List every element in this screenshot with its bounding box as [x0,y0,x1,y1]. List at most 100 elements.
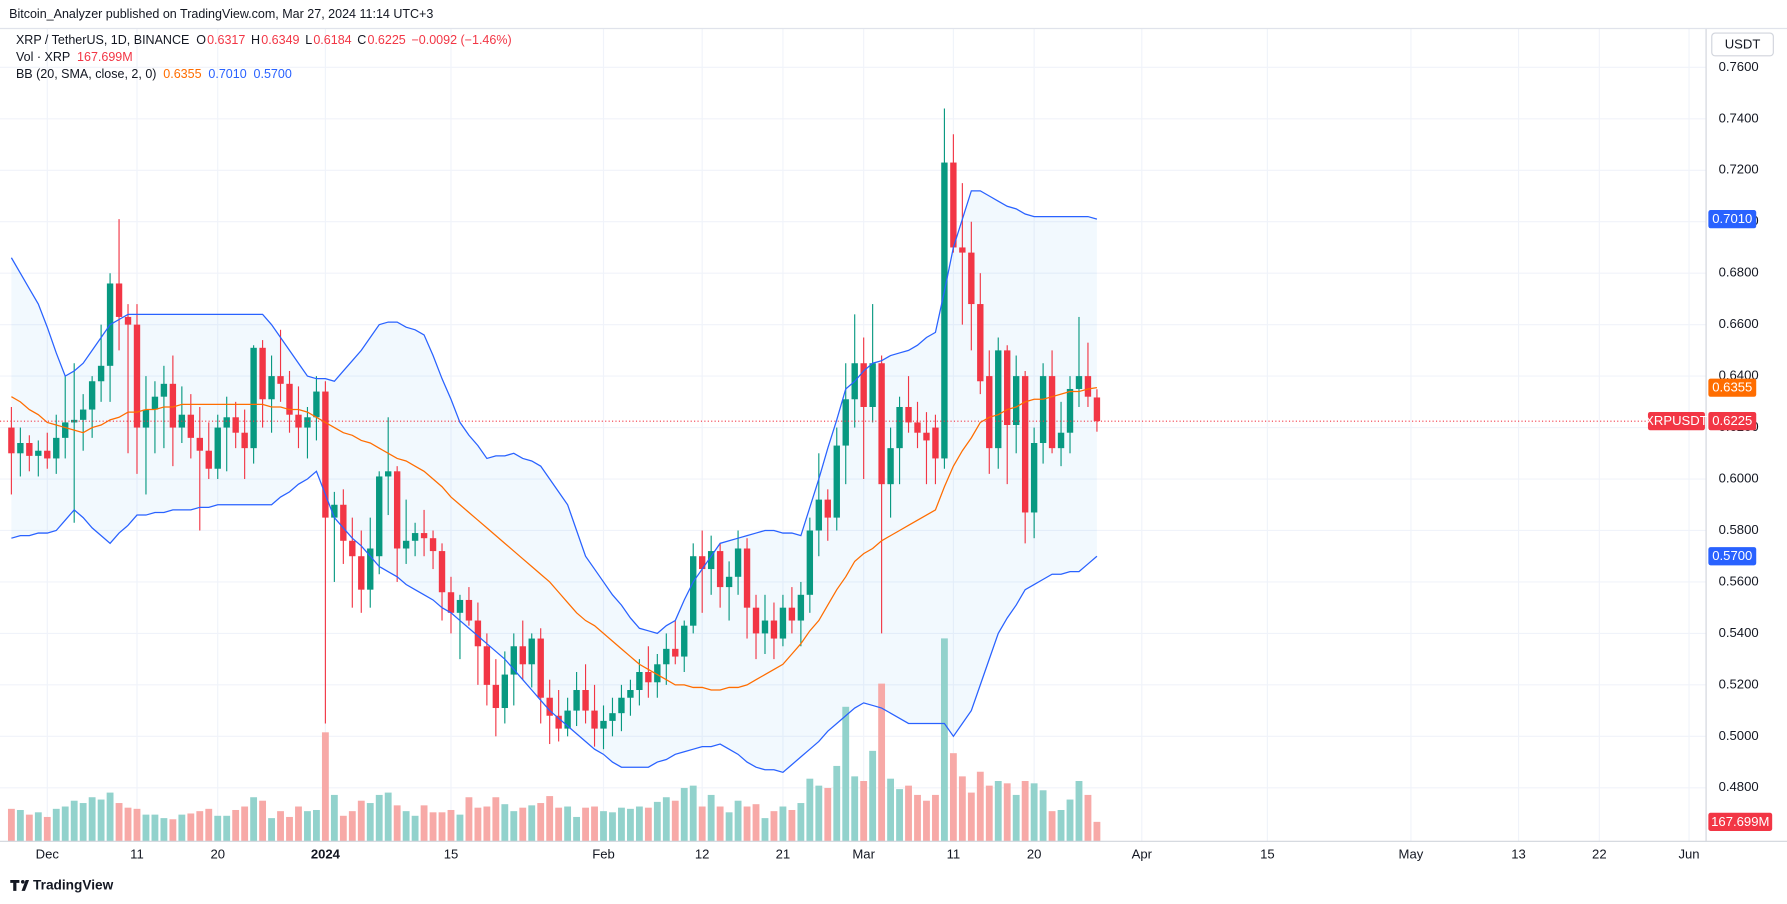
volume-bar [788,809,796,842]
volume-bar [600,811,607,842]
y-tick-label: 0.5000 [1719,728,1759,743]
candle-body [447,592,455,613]
candle-body [690,556,697,626]
volume-bar [411,815,419,842]
candle-body [1030,443,1038,513]
volume-bar [465,797,473,842]
volume-bar [537,803,545,842]
candle-body [393,471,401,549]
candle-body [1004,350,1011,425]
candle-body [1039,376,1047,444]
volume-bar [52,808,60,842]
volume-bar [205,808,213,842]
candle-body [959,247,966,253]
volume-bar [1012,794,1020,842]
volume-bar [725,812,733,842]
candle-body [313,391,320,418]
x-tick-label: 20 [210,846,225,861]
candle-body [277,376,284,384]
candle-body [896,406,903,449]
candle-body [456,599,464,613]
candle-body [196,437,203,451]
candle-body [681,625,688,657]
candle-body [986,376,993,449]
volume-bar [348,811,356,842]
candle-body [44,450,51,459]
volume-bar [115,803,123,842]
bb-title: BB (20, SMA, close, 2, 0) [16,68,156,82]
volume-bar [1039,790,1047,842]
volume-bar [914,794,921,842]
volume-bar [833,765,841,842]
volume-bar [492,797,500,842]
volume-bar [456,814,464,842]
candle-body [869,363,876,407]
volume-bar [752,804,760,842]
volume-bar [1003,783,1011,842]
candle-body [663,648,670,665]
candle-body [537,638,544,698]
candle-body [707,551,715,570]
volume-bar [124,807,132,842]
x-tick-label: 2024 [311,846,341,861]
volume-title: Vol · XRP [16,50,70,64]
y-tick-label: 0.6800 [1719,265,1759,280]
ohlc-label: O [196,33,206,47]
candle-body [250,347,257,449]
volume-bar [25,814,33,842]
volume-bar [402,811,410,842]
candle-body [1048,376,1056,449]
candle-body [223,417,230,428]
ohlc-label: C [357,33,366,47]
volume-bar [698,806,706,842]
candle-body [806,530,814,595]
basis-tag-bg [1708,378,1757,397]
volume-bar [860,781,868,842]
candle-body [878,363,885,485]
volume-bar [994,781,1002,842]
volume-bar [779,806,787,842]
candle-body [1021,376,1029,513]
volume-bar [564,806,572,842]
volume-bar [169,819,177,842]
volume-value: 167.699M [77,50,133,64]
candle-body [950,162,957,248]
candle-body [591,710,598,729]
candle-body [402,540,410,549]
candle-body [645,671,652,683]
candle-body [97,365,105,382]
candle-body [331,504,338,518]
currency-label[interactable]: USDT [1725,36,1761,51]
candle-body [555,715,562,729]
x-tick-label: 20 [1027,846,1042,861]
candle-body [824,499,831,518]
candle-body [53,437,60,459]
bb-value: 0.7010 [208,68,246,82]
volume-bar [1021,781,1029,842]
volume-bar [976,771,984,842]
volume-bar [923,800,930,842]
volume-bar [313,809,320,842]
candle-body [1084,376,1092,397]
volume-bar [438,812,446,842]
plot [7,108,1101,842]
candle-body [1057,432,1065,449]
candle-body [115,283,123,317]
candle-body [438,551,446,593]
candle-body [788,607,796,621]
ohlc-value: 0.6225 [367,33,405,47]
candle-body [501,674,509,709]
candle-body [358,556,365,590]
volume-bar [250,797,258,842]
volume-bar [905,785,912,842]
volume-bar [321,732,329,842]
volume-bar [932,794,939,842]
candle-body [71,419,78,423]
candle-body [941,162,948,459]
volume-bar [393,805,401,842]
currency-button[interactable] [1711,32,1774,57]
volume-bar [824,787,832,842]
candle-body [483,646,491,685]
candle-body [716,551,724,588]
volume-bar [43,816,51,842]
